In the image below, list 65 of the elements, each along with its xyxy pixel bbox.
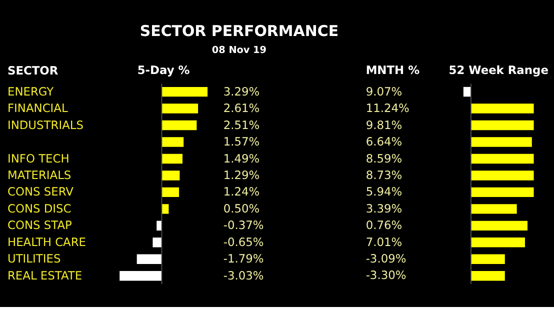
text: 08 Nov 19 xyxy=(212,44,267,56)
data-label: 6.64% xyxy=(366,134,402,149)
data-label: -0.65% xyxy=(223,234,264,249)
bar xyxy=(162,104,198,114)
data-label: -0.37% xyxy=(223,218,264,232)
bar xyxy=(120,271,162,281)
y-tick-label: CONS SERV xyxy=(7,184,74,199)
y-tick-label: REAL ESTATE xyxy=(7,268,82,282)
y-tick-label: CONS DISC xyxy=(7,201,72,216)
bar xyxy=(470,187,534,198)
y-axis-title: SECTOR xyxy=(7,63,58,78)
bar xyxy=(162,86,208,97)
data-label: 0.50% xyxy=(223,201,260,216)
bar xyxy=(470,220,528,231)
y-tick-label: INDUSTRIALS xyxy=(7,118,84,132)
data-label: 5.94% xyxy=(366,184,402,199)
data-label: 1.24% xyxy=(223,184,260,199)
x-axis-title: 52 Week Range xyxy=(448,62,549,77)
data-label: -1.79% xyxy=(223,252,264,266)
bar xyxy=(470,170,534,180)
bar xyxy=(136,254,162,264)
data-label: 3.39% xyxy=(366,201,402,216)
y-tick-label: MATERIALS xyxy=(7,168,72,182)
bar xyxy=(470,104,534,114)
data-label: 3.29% xyxy=(223,84,260,98)
bar xyxy=(162,170,180,180)
y-tick-label: HEALTH CARE xyxy=(7,234,86,249)
bar xyxy=(162,204,169,214)
bar xyxy=(152,238,162,248)
x-axis-title: 5-Day % xyxy=(137,62,190,77)
bar xyxy=(162,154,182,164)
bar xyxy=(470,204,517,214)
y-tick-label: INFO TECH xyxy=(7,151,70,166)
data-label: 9.07% xyxy=(366,84,402,98)
bar xyxy=(470,271,505,281)
bar xyxy=(162,137,184,147)
y-tick-label: FINANCIAL xyxy=(7,101,68,116)
data-label: 1.57% xyxy=(223,134,260,149)
bar xyxy=(470,238,525,248)
data-label: 2.51% xyxy=(223,118,260,132)
data-label: -3.30% xyxy=(366,268,406,282)
bar xyxy=(162,120,197,130)
text: MNTH % xyxy=(366,62,420,77)
y-tick-label: ENERGY xyxy=(7,84,54,98)
data-label: 11.24% xyxy=(366,101,410,116)
data-label: 8.73% xyxy=(366,168,402,182)
bar xyxy=(470,120,534,130)
text: SECTOR PERFORMANCE xyxy=(140,22,339,40)
bar xyxy=(470,137,532,147)
bar xyxy=(463,86,471,97)
bar xyxy=(470,154,534,164)
bar xyxy=(470,254,505,264)
data-label: 2.61% xyxy=(223,101,260,116)
data-label: 1.49% xyxy=(223,151,260,166)
data-label: 0.76% xyxy=(366,218,402,232)
data-label: -3.03% xyxy=(223,268,264,282)
bar xyxy=(156,220,162,231)
data-label: 9.81% xyxy=(366,118,402,132)
bar xyxy=(162,187,180,198)
data-label: 7.01% xyxy=(366,234,402,249)
y-tick-label: CONS STAP xyxy=(7,218,72,232)
data-label: 1.29% xyxy=(223,168,260,182)
data-label: -3.09% xyxy=(366,252,406,266)
data-label: 8.59% xyxy=(366,151,402,166)
y-tick-label: UTILITIES xyxy=(7,252,61,266)
